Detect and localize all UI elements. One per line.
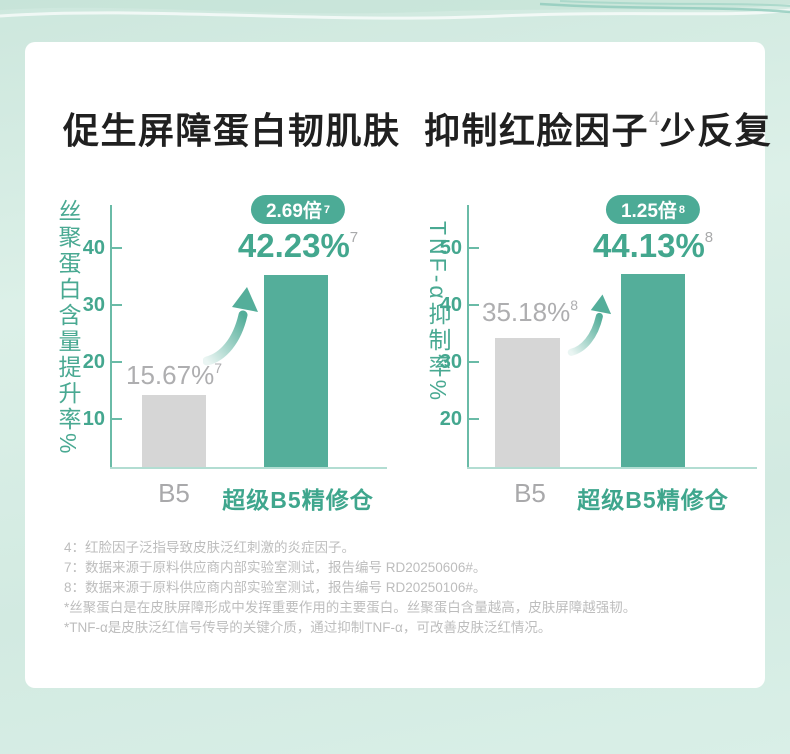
y-axis-line <box>110 205 112 469</box>
bar-value-super-b5: 42.23%7 <box>238 227 358 265</box>
chart-title-right-prefix: 抑制红脸因子 <box>424 110 650 151</box>
chart-filaggrin: 丝聚蛋白含量提升率% 40 30 20 10 15.67%7 42.23%7 2… <box>55 195 390 513</box>
bar-value-text: 35.18% <box>482 297 571 327</box>
x-label-b5: B5 <box>514 478 546 508</box>
y-tick-mark <box>469 247 479 249</box>
y-axis-label: 丝聚蛋白含量提升率% <box>55 199 81 457</box>
bar-value-superscript: 8 <box>704 229 714 246</box>
x-label-b5: B5 <box>158 478 190 508</box>
bar-b5 <box>142 395 206 467</box>
footnote-line: 4：红脸因子泛指导致皮肤泛红刺激的炎症因子。 <box>64 540 356 555</box>
bar-value-b5: 15.67%7 <box>126 360 222 391</box>
y-tick: 30 <box>55 293 122 317</box>
y-tick: 40 <box>55 236 122 260</box>
badge-text: 2.69倍 <box>265 201 322 222</box>
footnote-line: *TNF-α是皮肤泛红信号传导的关键介质，通过抑制TNF-α，可改善皮肤泛红情况… <box>64 620 552 635</box>
x-label-super-b5: 超级B5精修仓 <box>222 487 374 513</box>
bar-value-text: 15.67% <box>126 360 215 390</box>
chart-title-left-text: 促生屏障蛋白韧肌肤 <box>63 110 401 151</box>
badge-superscript: 7 <box>323 203 331 216</box>
y-tick-label: 10 <box>82 407 105 430</box>
footnote-line: *丝聚蛋白是在皮肤屏障形成中发挥重要作用的主要蛋白。丝聚蛋白含量越高，皮肤屏障越… <box>64 600 637 615</box>
y-tick: 20 <box>420 407 479 431</box>
multiplier-badge: 2.69倍 7 <box>250 195 346 224</box>
chart-title-right: 抑制红脸因子4少反复 <box>424 102 773 151</box>
y-tick: 30 <box>420 350 479 374</box>
y-tick-mark <box>112 361 122 363</box>
growth-arrow-icon <box>567 294 612 356</box>
bar-value-text: 42.23% <box>237 227 350 264</box>
y-axis-line <box>467 205 469 469</box>
bar-value-superscript: 7 <box>349 229 359 246</box>
x-axis-line <box>467 467 757 469</box>
badge-superscript: 8 <box>678 203 686 216</box>
footnote-line: 7：数据来源于原料供应商内部实验室测试，报告编号 RD20250606#。 <box>64 560 487 575</box>
y-tick-mark <box>112 418 122 420</box>
footnotes: 4：红脸因子泛指导致皮肤泛红刺激的炎症因子。 7：数据来源于原料供应商内部实验室… <box>64 538 734 638</box>
y-tick-label: 30 <box>439 350 462 373</box>
chart-title-right-superscript: 4 <box>649 109 660 130</box>
bar-value-superscript: 8 <box>570 297 578 313</box>
bar-value-super-b5: 44.13%8 <box>593 227 713 265</box>
y-axis-label: TNF-α抑制率% <box>425 221 451 404</box>
multiplier-badge: 1.25倍 8 <box>605 195 701 224</box>
bar-super-b5 <box>621 274 685 467</box>
y-tick: 20 <box>55 350 122 374</box>
bar-value-b5: 35.18%8 <box>482 297 578 328</box>
y-tick-mark <box>469 361 479 363</box>
y-tick: 50 <box>420 236 479 260</box>
growth-arrow-icon <box>203 287 258 366</box>
bar-b5 <box>495 338 560 467</box>
y-tick-label: 40 <box>439 293 462 316</box>
x-axis-line <box>110 467 387 469</box>
y-tick-label: 50 <box>439 236 462 259</box>
bar-value-text: 44.13% <box>592 227 705 264</box>
y-tick-mark <box>112 247 122 249</box>
footnote-line: 8：数据来源于原料供应商内部实验室测试，报告编号 RD20250106#。 <box>64 580 487 595</box>
chart-tnf-alpha: TNF-α抑制率% 50 40 30 20 35.18%8 44.13%8 1.… <box>420 195 770 513</box>
chart-title-left: 促生屏障蛋白韧肌肤 <box>63 102 401 151</box>
y-tick-mark <box>112 304 122 306</box>
y-tick: 10 <box>55 407 122 431</box>
badge-text: 1.25倍 <box>620 201 677 222</box>
chart-title-right-suffix: 少反复 <box>659 110 773 151</box>
wave-decoration <box>0 0 790 20</box>
y-tick-label: 40 <box>82 236 105 259</box>
y-tick-label: 20 <box>439 407 462 430</box>
y-tick: 40 <box>420 293 479 317</box>
x-label-super-b5: 超级B5精修仓 <box>577 487 729 513</box>
y-tick-label: 20 <box>82 350 105 373</box>
y-tick-mark <box>469 418 479 420</box>
bar-value-superscript: 7 <box>214 360 222 376</box>
bar-super-b5 <box>264 275 328 467</box>
y-tick-mark <box>469 304 479 306</box>
y-tick-label: 30 <box>82 293 105 316</box>
